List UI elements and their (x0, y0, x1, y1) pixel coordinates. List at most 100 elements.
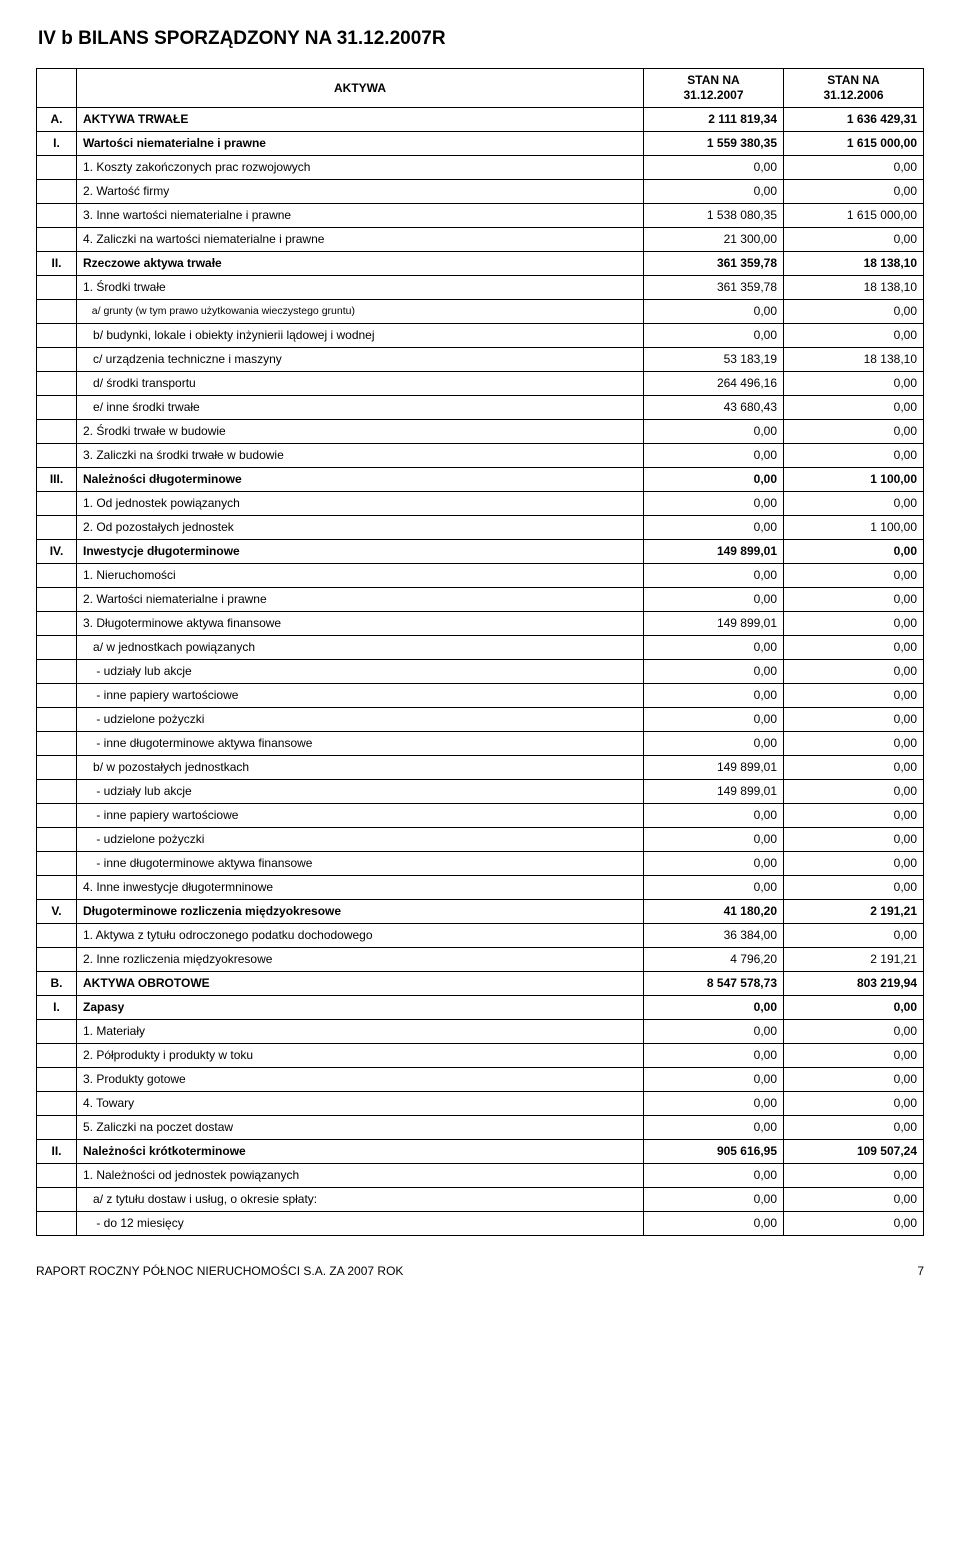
row-value-2006: 1 615 000,00 (784, 204, 924, 228)
row-value-2007: 361 359,78 (644, 252, 784, 276)
row-number: I. (37, 132, 77, 156)
table-row: A.AKTYWA TRWAŁE2 111 819,341 636 429,31 (37, 108, 924, 132)
row-label: Należności krótkoterminowe (77, 1140, 644, 1164)
row-number (37, 324, 77, 348)
row-value-2006: 0,00 (784, 732, 924, 756)
row-value-2007: 361 359,78 (644, 276, 784, 300)
row-number (37, 492, 77, 516)
row-value-2006: 0,00 (784, 372, 924, 396)
row-value-2007: 0,00 (644, 1092, 784, 1116)
row-number (37, 876, 77, 900)
row-number: III. (37, 468, 77, 492)
row-label: 1. Nieruchomości (77, 564, 644, 588)
table-row: 4. Towary0,000,00 (37, 1092, 924, 1116)
table-row: - inne długoterminowe aktywa finansowe0,… (37, 732, 924, 756)
row-value-2007: 36 384,00 (644, 924, 784, 948)
table-row: a/ grunty (w tym prawo użytkowania wiecz… (37, 300, 924, 324)
row-value-2006: 0,00 (784, 180, 924, 204)
row-label: 1. Od jednostek powiązanych (77, 492, 644, 516)
row-value-2007: 0,00 (644, 1020, 784, 1044)
row-value-2007: 0,00 (644, 1116, 784, 1140)
row-value-2007: 0,00 (644, 1164, 784, 1188)
row-label: - do 12 miesięcy (77, 1212, 644, 1236)
header-col-2006: STAN NA31.12.2006 (784, 69, 924, 108)
table-row: IV.Inwestycje długoterminowe149 899,010,… (37, 540, 924, 564)
table-row: 4. Inne inwestycje długotermninowe0,000,… (37, 876, 924, 900)
row-value-2007: 0,00 (644, 996, 784, 1020)
row-value-2007: 0,00 (644, 1068, 784, 1092)
table-row: - udzielone pożyczki0,000,00 (37, 708, 924, 732)
row-value-2007: 4 796,20 (644, 948, 784, 972)
row-value-2007: 0,00 (644, 492, 784, 516)
row-label: 2. Środki trwałe w budowie (77, 420, 644, 444)
row-label: AKTYWA TRWAŁE (77, 108, 644, 132)
table-row: c/ urządzenia techniczne i maszyny53 183… (37, 348, 924, 372)
row-number: IV. (37, 540, 77, 564)
table-row: II.Należności krótkoterminowe905 616,951… (37, 1140, 924, 1164)
table-row: 2. Inne rozliczenia międzyokresowe4 796,… (37, 948, 924, 972)
row-label: a/ w jednostkach powiązanych (77, 636, 644, 660)
row-number (37, 708, 77, 732)
row-label: - udziały lub akcje (77, 780, 644, 804)
row-number (37, 228, 77, 252)
row-value-2007: 0,00 (644, 300, 784, 324)
table-row: II.Rzeczowe aktywa trwałe361 359,7818 13… (37, 252, 924, 276)
row-value-2007: 0,00 (644, 1188, 784, 1212)
row-value-2007: 0,00 (644, 852, 784, 876)
table-row: a/ w jednostkach powiązanych0,000,00 (37, 636, 924, 660)
row-value-2007: 149 899,01 (644, 780, 784, 804)
row-value-2007: 905 616,95 (644, 1140, 784, 1164)
row-value-2007: 0,00 (644, 324, 784, 348)
row-value-2006: 0,00 (784, 1068, 924, 1092)
table-row: 3. Długoterminowe aktywa finansowe149 89… (37, 612, 924, 636)
table-row: 3. Zaliczki na środki trwałe w budowie0,… (37, 444, 924, 468)
row-value-2007: 264 496,16 (644, 372, 784, 396)
row-label: b/ w pozostałych jednostkach (77, 756, 644, 780)
row-value-2006: 0,00 (784, 684, 924, 708)
row-value-2006: 0,00 (784, 1116, 924, 1140)
row-number (37, 588, 77, 612)
table-row: 1. Aktywa z tytułu odroczonego podatku d… (37, 924, 924, 948)
row-number (37, 852, 77, 876)
table-row: - inne papiery wartościowe0,000,00 (37, 684, 924, 708)
row-label: Długoterminowe rozliczenia międzyokresow… (77, 900, 644, 924)
row-value-2006: 0,00 (784, 1092, 924, 1116)
row-label: c/ urządzenia techniczne i maszyny (77, 348, 644, 372)
row-number (37, 300, 77, 324)
table-row: B.AKTYWA OBROTOWE8 547 578,73803 219,94 (37, 972, 924, 996)
row-label: Wartości niematerialne i prawne (77, 132, 644, 156)
row-number (37, 684, 77, 708)
row-value-2006: 0,00 (784, 828, 924, 852)
row-number (37, 564, 77, 588)
row-value-2006: 0,00 (784, 876, 924, 900)
row-label: Rzeczowe aktywa trwałe (77, 252, 644, 276)
row-value-2006: 0,00 (784, 636, 924, 660)
row-label: Inwestycje długoterminowe (77, 540, 644, 564)
table-row: V.Długoterminowe rozliczenia międzyokres… (37, 900, 924, 924)
row-value-2006: 0,00 (784, 660, 924, 684)
table-row: 1. Od jednostek powiązanych0,000,00 (37, 492, 924, 516)
row-value-2007: 0,00 (644, 588, 784, 612)
page-footer: RAPORT ROCZNY PÓŁNOC NIERUCHOMOŚCI S.A. … (36, 1264, 924, 1278)
row-number: A. (37, 108, 77, 132)
row-number (37, 1188, 77, 1212)
row-label: 1. Należności od jednostek powiązanych (77, 1164, 644, 1188)
row-number (37, 948, 77, 972)
row-value-2007: 0,00 (644, 876, 784, 900)
row-number: B. (37, 972, 77, 996)
table-row: 3. Inne wartości niematerialne i prawne1… (37, 204, 924, 228)
row-value-2006: 2 191,21 (784, 948, 924, 972)
row-value-2006: 0,00 (784, 588, 924, 612)
row-number (37, 348, 77, 372)
row-value-2006: 0,00 (784, 1212, 924, 1236)
row-label: 3. Zaliczki na środki trwałe w budowie (77, 444, 644, 468)
footer-left: RAPORT ROCZNY PÓŁNOC NIERUCHOMOŚCI S.A. … (36, 1264, 403, 1278)
row-label: 2. Od pozostałych jednostek (77, 516, 644, 540)
row-number (37, 180, 77, 204)
row-label: 3. Długoterminowe aktywa finansowe (77, 612, 644, 636)
row-value-2006: 0,00 (784, 804, 924, 828)
table-row: 2. Wartości niematerialne i prawne0,000,… (37, 588, 924, 612)
row-value-2006: 1 636 429,31 (784, 108, 924, 132)
row-value-2006: 1 100,00 (784, 516, 924, 540)
table-row: 2. Półprodukty i produkty w toku0,000,00 (37, 1044, 924, 1068)
